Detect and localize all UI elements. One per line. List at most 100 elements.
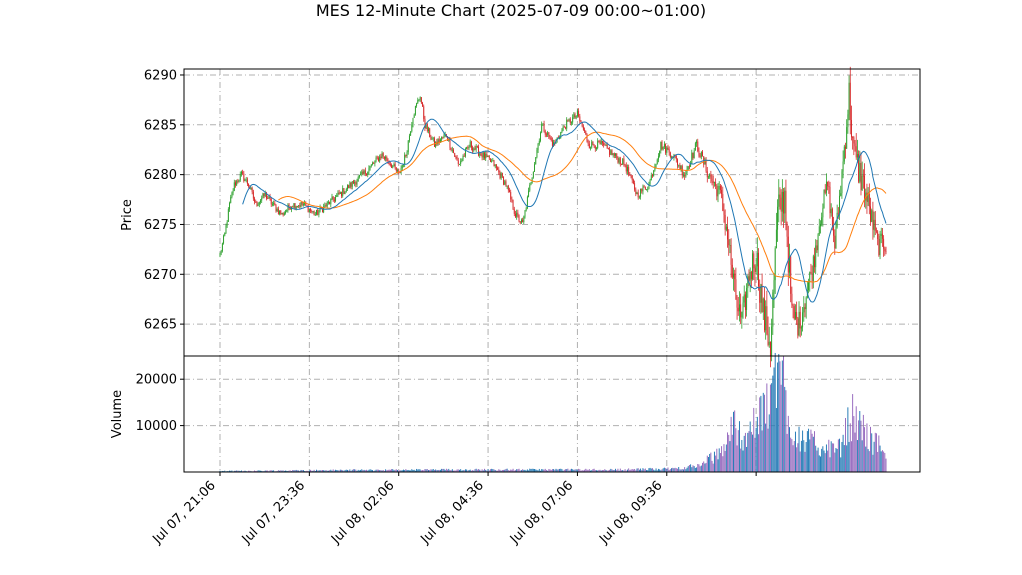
- volume-bar: [885, 458, 887, 472]
- volume-bar: [864, 427, 866, 472]
- volume-bar: [480, 470, 482, 472]
- candle-body: [466, 147, 468, 150]
- volume-bar: [347, 469, 348, 472]
- candle-body: [485, 153, 487, 159]
- volume-bar: [295, 469, 297, 472]
- candle-body: [370, 164, 372, 166]
- volume-bar: [749, 421, 751, 472]
- volume-bar: [454, 470, 456, 472]
- volume-bar: [657, 468, 659, 472]
- candle-body: [686, 169, 688, 173]
- candle-body: [586, 133, 588, 141]
- candle-body: [874, 219, 876, 231]
- candle-body: [772, 292, 774, 327]
- candle-body: [267, 198, 269, 200]
- candle-body: [553, 142, 555, 146]
- candle-body: [793, 306, 795, 319]
- volume-bar: [375, 469, 377, 472]
- volume-bar: [494, 469, 496, 472]
- candle-body: [811, 273, 813, 282]
- volume-bar: [784, 386, 786, 472]
- volume-bar: [382, 470, 384, 472]
- candle-body: [635, 189, 637, 194]
- candle-body: [463, 155, 465, 157]
- candle-body: [592, 141, 594, 145]
- volume-bar: [711, 460, 713, 472]
- candle-body: [675, 155, 677, 160]
- volume-bar: [495, 470, 497, 472]
- candle-body: [710, 174, 712, 179]
- candle-body: [282, 212, 284, 216]
- volume-bar: [364, 470, 366, 472]
- volume-bar: [766, 383, 768, 472]
- candle-body: [542, 123, 544, 125]
- candle-body: [769, 341, 771, 356]
- candle-body: [337, 192, 339, 196]
- volume-bar: [444, 470, 446, 472]
- volume-bar: [884, 452, 886, 472]
- candle-body: [449, 138, 451, 148]
- volume-bar: [292, 469, 294, 472]
- candle-body: [510, 192, 512, 200]
- candle-body: [636, 192, 638, 194]
- volume-bar: [780, 384, 782, 472]
- volume-bar: [758, 434, 759, 472]
- candle-body: [810, 272, 812, 274]
- volume-bar: [360, 469, 362, 472]
- candle-body: [484, 152, 485, 159]
- candle-body: [549, 136, 551, 138]
- candle-body: [803, 307, 805, 313]
- candle-body: [335, 196, 337, 202]
- volume-bar: [579, 469, 581, 472]
- volume-bar: [488, 470, 490, 472]
- volume-bar: [747, 432, 749, 472]
- candle-body: [727, 226, 729, 240]
- volume-bar: [646, 470, 648, 472]
- volume-bar: [660, 470, 662, 472]
- candle-body: [411, 124, 413, 132]
- candle-body: [285, 211, 287, 213]
- candle-body: [435, 141, 437, 147]
- volume-bar: [445, 468, 447, 472]
- volume-bar: [472, 470, 474, 472]
- candle-body: [750, 271, 752, 280]
- candle-body: [283, 212, 285, 216]
- volume-bar: [333, 470, 335, 472]
- volume-bar: [460, 469, 462, 472]
- candle-body: [479, 153, 481, 156]
- candle-body: [880, 233, 882, 236]
- candle-body: [743, 294, 745, 303]
- candle-body: [885, 251, 887, 253]
- candle-body: [854, 143, 856, 147]
- candle-body: [367, 171, 369, 175]
- volume-bar: [429, 469, 431, 472]
- candle-body: [541, 123, 543, 133]
- candle-body: [638, 196, 640, 198]
- volume-bar: [769, 384, 771, 472]
- volume-bar: [793, 440, 795, 472]
- candle-body: [646, 189, 648, 191]
- volume-bar: [351, 469, 353, 472]
- candle-body: [250, 188, 252, 189]
- candle-body: [279, 210, 281, 214]
- candle-body: [461, 159, 463, 162]
- volume-bar: [705, 462, 707, 472]
- candle-body: [666, 147, 668, 153]
- volume-bar: [491, 468, 493, 472]
- candle-body: [798, 311, 800, 336]
- price-tick-label: 6290: [144, 68, 177, 83]
- candle-body: [545, 134, 547, 136]
- volume-bar: [648, 468, 650, 472]
- volume-bar: [680, 469, 682, 472]
- volume-bar: [514, 470, 516, 472]
- volume-bar: [551, 469, 553, 472]
- volume-bar: [468, 470, 470, 472]
- candle-body: [454, 153, 456, 157]
- candle-body: [304, 202, 306, 205]
- volume-bar: [762, 392, 764, 472]
- volume-bar: [634, 468, 636, 472]
- volume-bar: [556, 469, 558, 472]
- volume-bar: [413, 469, 415, 472]
- volume-bar: [329, 470, 331, 472]
- candle-body: [306, 205, 308, 207]
